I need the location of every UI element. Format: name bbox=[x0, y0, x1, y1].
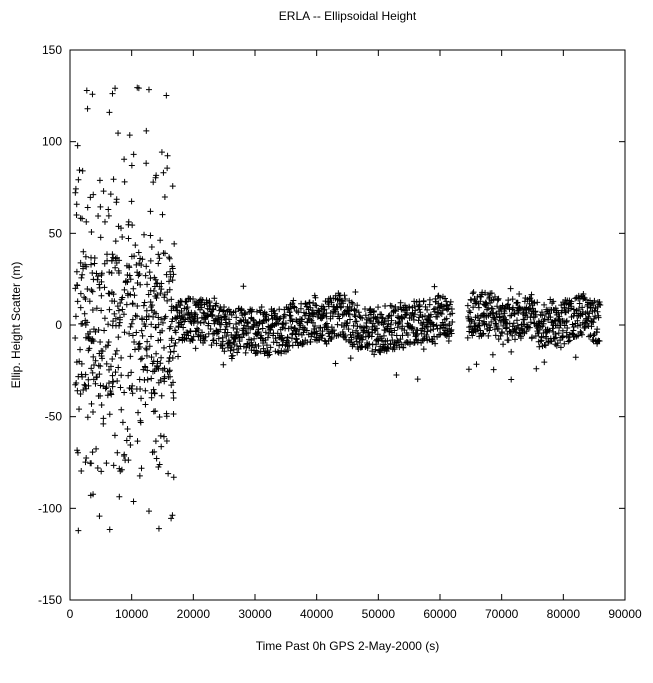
x-axis-label: Time Past 0h GPS 2-May-2000 (s) bbox=[256, 639, 440, 653]
y-tick-label: -150 bbox=[38, 593, 62, 607]
x-tick-label: 90000 bbox=[608, 607, 642, 621]
x-tick-label: 0 bbox=[67, 607, 74, 621]
x-tick-label: 50000 bbox=[362, 607, 396, 621]
y-axis-label: Ellip. Height Scatter (m) bbox=[9, 262, 23, 389]
y-tick-label: 100 bbox=[42, 135, 62, 149]
x-tick-label: 40000 bbox=[300, 607, 334, 621]
x-tick-label: 60000 bbox=[423, 607, 457, 621]
y-tick-label: -50 bbox=[45, 410, 63, 424]
y-tick-label: 150 bbox=[42, 43, 62, 57]
y-tick-label: 0 bbox=[55, 318, 62, 332]
chart-container: ERLA -- Ellipsoidal Height 0 10000 20000 30… bbox=[0, 0, 653, 683]
x-tick-label: 10000 bbox=[115, 607, 149, 621]
x-tick-label: 70000 bbox=[485, 607, 519, 621]
x-tick-label: 20000 bbox=[177, 607, 211, 621]
y-tick-label: 50 bbox=[49, 226, 63, 240]
y-tick-label: -100 bbox=[38, 501, 62, 515]
x-tick-label: 80000 bbox=[547, 607, 581, 621]
data-markers bbox=[72, 85, 603, 534]
scatter-chart: ERLA -- Ellipsoidal Height 0 10000 20000 30… bbox=[0, 0, 653, 683]
x-tick-label: 30000 bbox=[238, 607, 272, 621]
chart-title: ERLA -- Ellipsoidal Height bbox=[279, 9, 417, 23]
